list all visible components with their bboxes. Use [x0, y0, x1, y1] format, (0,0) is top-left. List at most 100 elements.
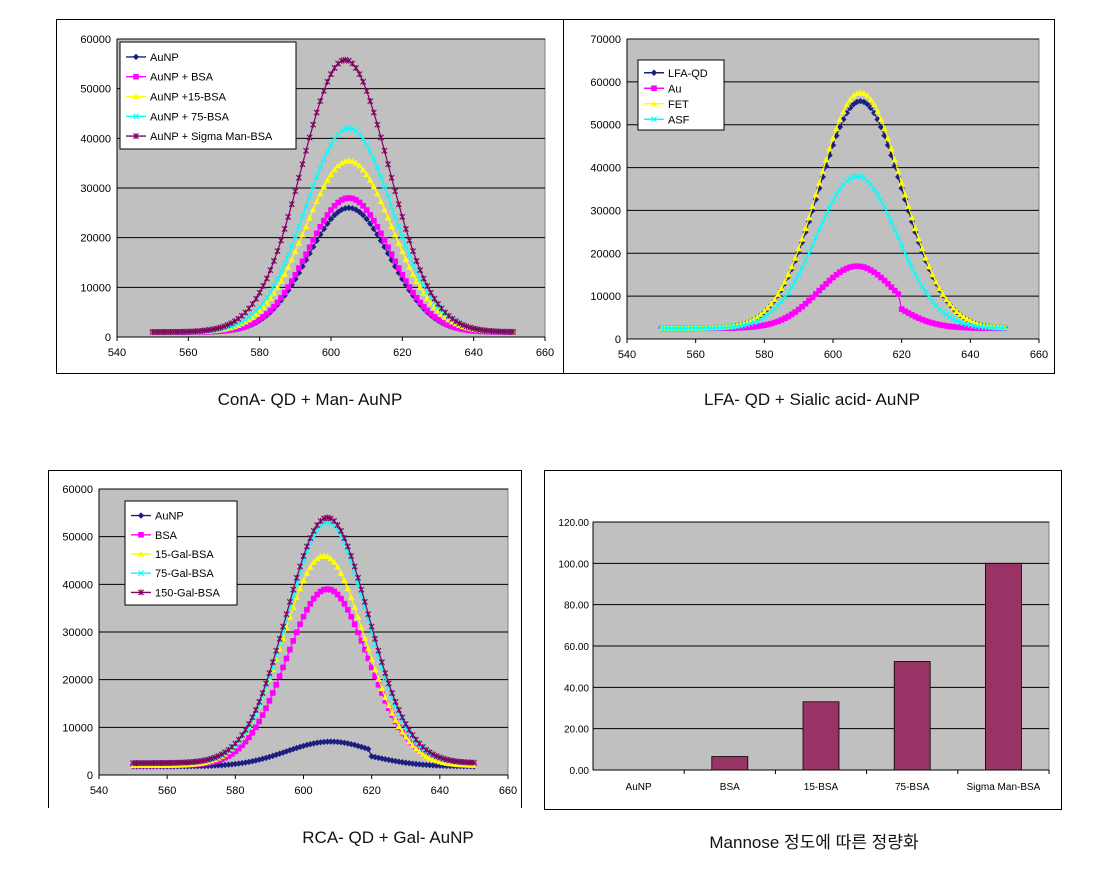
- data-point: [420, 275, 427, 282]
- data-point: [950, 316, 957, 323]
- data-point: [221, 761, 229, 769]
- data-point: [235, 325, 242, 332]
- data-point: [303, 569, 311, 576]
- data-point: [239, 324, 245, 331]
- data-point: [385, 702, 393, 709]
- data-point: [926, 294, 933, 301]
- data-point: [341, 577, 348, 583]
- data-point: [795, 245, 802, 252]
- x-tick-label: 540: [108, 347, 126, 359]
- data-point: [946, 300, 954, 307]
- data-point: [338, 57, 345, 64]
- data-point: [412, 745, 420, 752]
- data-point: [377, 173, 384, 180]
- data-point: [278, 237, 285, 244]
- data-point: [929, 271, 936, 278]
- data-point: [331, 166, 338, 173]
- data-point: [830, 197, 836, 204]
- data-point: [327, 520, 334, 527]
- data-point: [826, 145, 833, 152]
- data-point: [960, 324, 967, 331]
- y-tick-label: 20.00: [564, 725, 589, 736]
- data-point: [276, 750, 283, 757]
- data-point: [385, 161, 392, 168]
- legend-marker: [133, 133, 139, 140]
- data-point: [413, 277, 420, 284]
- data-point: [367, 148, 374, 155]
- data-point: [372, 635, 379, 642]
- data-point: [355, 574, 362, 581]
- data-point: [285, 284, 291, 290]
- data-point: [413, 258, 420, 265]
- data-point: [281, 271, 288, 277]
- data-point: [918, 245, 926, 252]
- data-point: [307, 535, 314, 542]
- data-point: [433, 762, 440, 769]
- x-tick-label: 560: [686, 349, 704, 361]
- data-point: [737, 324, 744, 331]
- data-point: [344, 585, 352, 592]
- data-point: [395, 240, 403, 246]
- data-point: [256, 316, 263, 323]
- data-point: [443, 762, 450, 770]
- data-point: [304, 607, 310, 613]
- data-point: [392, 757, 399, 765]
- data-point: [358, 743, 365, 751]
- data-point: [354, 613, 362, 620]
- data-point: [799, 303, 805, 310]
- data-point: [385, 244, 391, 250]
- data-point: [405, 738, 413, 745]
- data-point: [330, 738, 338, 745]
- data-point: [424, 307, 431, 314]
- data-point: [292, 188, 299, 195]
- data-point: [368, 753, 375, 760]
- data-point: [894, 168, 902, 174]
- data-point: [367, 98, 374, 105]
- data-point: [764, 304, 772, 311]
- data-point: [888, 145, 895, 152]
- data-point: [974, 325, 980, 331]
- line-chart-lfa: 0 10000 20000 30000 40000 50000 60000 70000 540 5…: [590, 34, 1048, 361]
- y-tick-label: 20000: [62, 675, 93, 687]
- y-tick-label: 20000: [590, 248, 621, 260]
- data-point: [406, 726, 413, 733]
- data-point: [452, 318, 459, 325]
- data-point: [392, 698, 399, 705]
- data-point: [300, 577, 307, 583]
- data-point: [802, 225, 809, 232]
- data-point: [235, 320, 242, 327]
- data-point: [307, 563, 314, 570]
- data-point: [960, 313, 967, 320]
- data-point: [433, 753, 440, 760]
- data-point: [823, 281, 829, 287]
- data-point: [375, 675, 382, 682]
- data-point: [299, 161, 306, 168]
- data-point: [926, 319, 932, 325]
- data-point: [371, 217, 377, 224]
- caption-lfa: LFA- QD + Sialic acid- AuNP: [704, 390, 920, 409]
- y-tick-label: 50000: [80, 84, 111, 96]
- data-point: [409, 742, 416, 749]
- data-point: [249, 714, 256, 721]
- data-point: [292, 248, 299, 255]
- data-point: [874, 108, 881, 115]
- data-point: [915, 235, 923, 242]
- data-point: [782, 315, 788, 322]
- data-point: [778, 285, 785, 292]
- data-point: [410, 248, 417, 255]
- data-point: [361, 634, 369, 641]
- data-point: [902, 308, 908, 314]
- data-point: [300, 613, 307, 620]
- data-point: [288, 256, 296, 263]
- data-point: [222, 754, 228, 761]
- data-point: [331, 211, 338, 219]
- data-point: [867, 96, 875, 103]
- data-point: [781, 294, 788, 301]
- data-point: [374, 164, 381, 171]
- data-point: [884, 211, 891, 218]
- data-point: [299, 213, 306, 220]
- data-point: [338, 159, 345, 166]
- data-point: [399, 714, 406, 721]
- data-point: [310, 558, 318, 565]
- data-point: [399, 728, 406, 735]
